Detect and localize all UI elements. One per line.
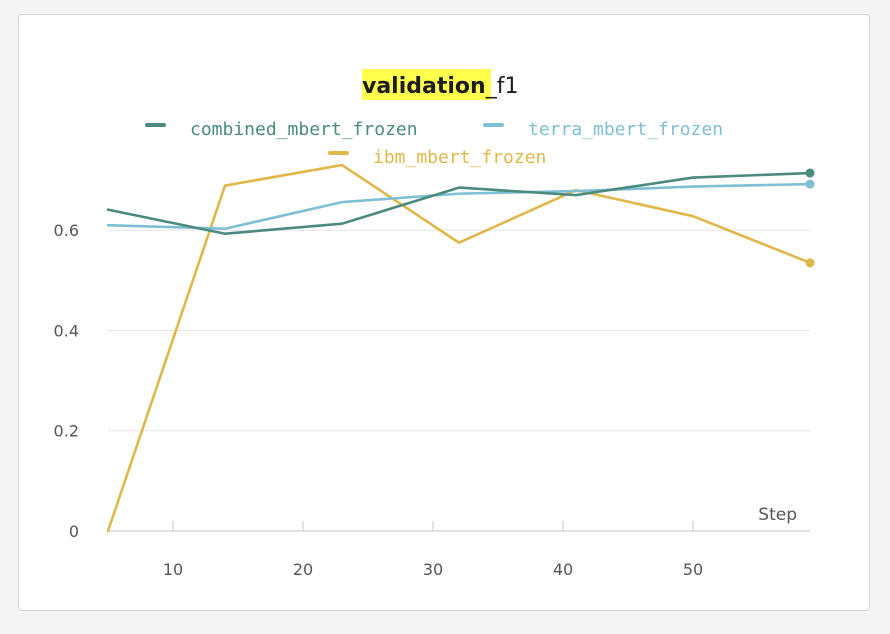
chart-title-rest: _f1	[485, 74, 519, 99]
x-axis-label: Step	[758, 505, 797, 525]
series	[106, 163, 815, 533]
legend-label-terra: terra_mbert_frozen	[528, 119, 723, 140]
chart-title: validation_f1	[362, 74, 518, 99]
title-highlight-box	[362, 69, 491, 100]
grid	[108, 229, 810, 432]
y-tick-label-0: 0	[69, 522, 79, 541]
chart-title-highlight: validation	[362, 74, 486, 99]
legend: combined_mbert_frozen terra_mbert_frozen…	[145, 119, 723, 168]
y-tick-label-3: 0.6	[54, 221, 79, 240]
chart-panel	[18, 14, 870, 611]
x-tick-label-1: 20	[293, 560, 313, 579]
x-tick-label-4: 50	[683, 560, 703, 579]
y-tick-label-2: 0.4	[54, 321, 79, 340]
legend-item-ibm[interactable]: ibm_mbert_frozen	[328, 147, 546, 168]
legend-item-combined[interactable]: combined_mbert_frozen	[145, 119, 418, 140]
legend-item-terra[interactable]: terra_mbert_frozen	[483, 119, 723, 140]
series-endpoint-combined[interactable]	[805, 168, 815, 178]
x-tick-label-2: 30	[423, 560, 443, 579]
legend-label-combined: combined_mbert_frozen	[190, 119, 418, 140]
series-endpoint-terra[interactable]	[805, 179, 815, 189]
x-tick-label-3: 40	[553, 560, 573, 579]
y-tick-label-1: 0.2	[54, 422, 79, 441]
x-tick-label-0: 10	[163, 560, 183, 579]
axes: 0 0.2 0.4 0.6 10 20 30 40 50	[54, 221, 810, 579]
series-line-ibm[interactable]	[106, 163, 812, 533]
series-endpoint-ibm[interactable]	[805, 258, 815, 268]
series-line-combined[interactable]	[106, 171, 812, 236]
legend-label-ibm: ibm_mbert_frozen	[373, 147, 546, 168]
series-line-terra[interactable]	[106, 182, 812, 231]
